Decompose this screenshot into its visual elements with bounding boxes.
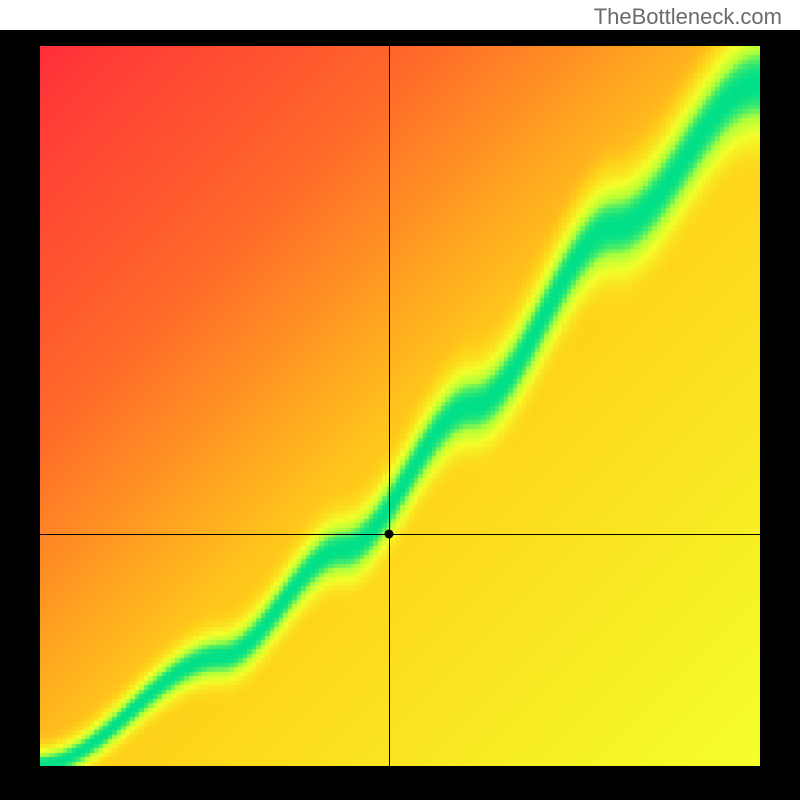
crosshair-horizontal — [40, 534, 760, 535]
watermark-text: TheBottleneck.com — [594, 4, 782, 30]
chart-black-frame — [0, 30, 800, 800]
plot-area — [40, 46, 760, 766]
marker-dot — [385, 530, 394, 539]
heatmap-canvas — [40, 46, 760, 766]
chart-container: TheBottleneck.com — [0, 0, 800, 800]
crosshair-vertical — [389, 46, 390, 766]
